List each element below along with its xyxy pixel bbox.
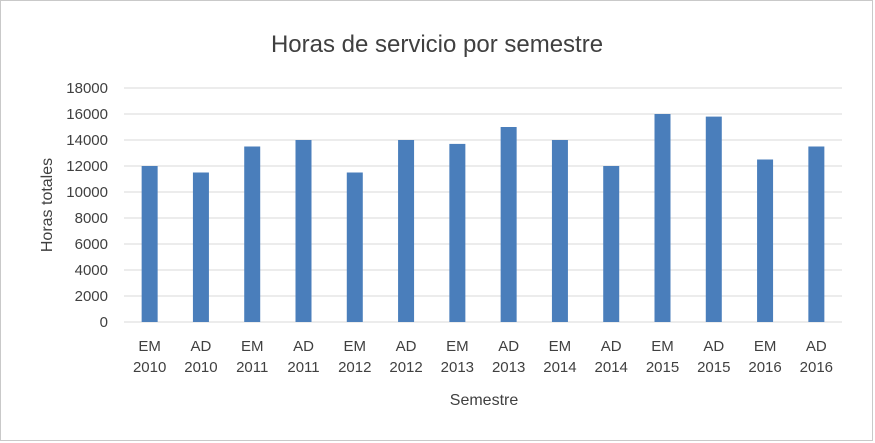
bar-9 — [603, 166, 620, 322]
x-tick-label: AD 2013 — [492, 338, 525, 376]
x-tick-label: AD 2015 — [697, 338, 730, 376]
x-tick-label: EM 2010 — [133, 338, 166, 376]
bar-2 — [244, 146, 261, 322]
x-tick-label: AD 2012 — [389, 338, 422, 376]
bar-3 — [295, 140, 312, 322]
bar-13 — [808, 146, 825, 322]
x-tick-label: EM 2016 — [748, 338, 781, 376]
y-tick-label: 10000 — [66, 184, 108, 201]
x-tick-label: AD 2011 — [287, 338, 319, 376]
y-tick-label: 12000 — [66, 158, 108, 175]
y-tick-label: 14000 — [66, 132, 108, 149]
y-tick-label: 6000 — [75, 236, 108, 253]
bar-5 — [398, 140, 415, 322]
x-tick-label: EM 2013 — [441, 338, 474, 376]
y-tick-label: 18000 — [66, 80, 108, 97]
bar-10 — [654, 114, 671, 322]
y-tick-label: 4000 — [75, 262, 108, 279]
x-tick-label: AD 2014 — [595, 338, 628, 376]
gridlines — [124, 87, 842, 323]
x-axis-ticks: EM 2010 AD 2010 EM 2011 AD 2011 EM 2012 AD 2012 EM 20… — [133, 338, 833, 376]
x-tick-label: AD 2016 — [800, 338, 833, 376]
y-tick-label: 0 — [100, 314, 108, 331]
y-axis-ticks: 0 2000 4000 6000 8000 10000 12000 14000 16000 180… — [66, 80, 108, 331]
bar-6 — [449, 143, 466, 322]
bar-8 — [551, 140, 568, 322]
y-axis-title: Horas totales — [39, 158, 56, 252]
bar-12 — [757, 159, 774, 322]
bar-1 — [192, 172, 209, 322]
bar-4 — [346, 172, 363, 322]
bar-7 — [500, 127, 517, 322]
x-tick-label: EM 2011 — [236, 338, 268, 376]
x-tick-label: EM 2015 — [646, 338, 679, 376]
x-tick-label: EM 2012 — [338, 338, 371, 376]
y-tick-label: 8000 — [75, 210, 108, 227]
chart-title: Horas de servicio por semestre — [271, 31, 603, 58]
y-tick-label: 16000 — [66, 106, 108, 123]
bar-0 — [141, 166, 158, 322]
bar-11 — [705, 116, 722, 322]
x-axis-title: Semestre — [450, 392, 519, 409]
x-tick-label: AD 2010 — [184, 338, 217, 376]
bars — [141, 114, 825, 322]
y-tick-label: 2000 — [75, 288, 108, 305]
x-tick-label: EM 2014 — [543, 338, 576, 376]
